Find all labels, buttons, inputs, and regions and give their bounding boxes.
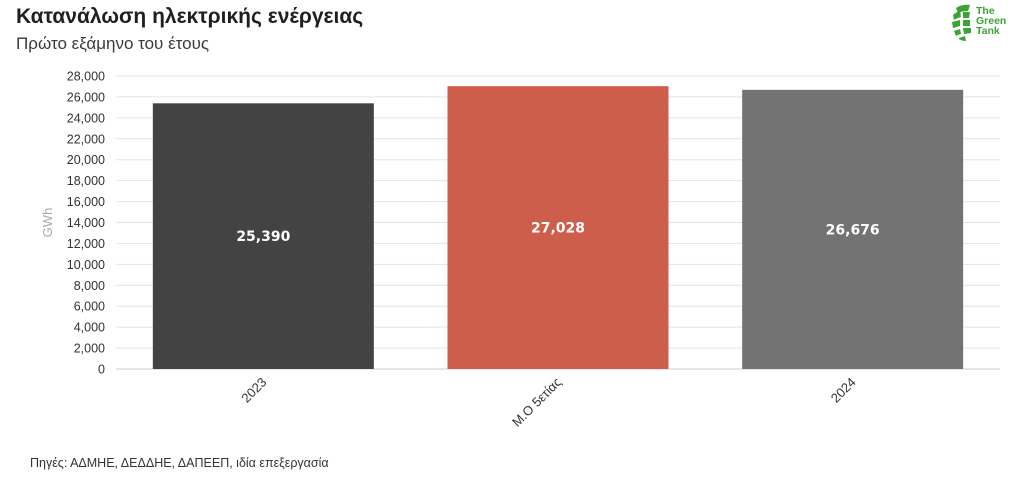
y-tick-label: 6,000 — [74, 300, 105, 314]
y-tick-label: 0 — [98, 363, 105, 377]
x-tick-label: Μ.Ο 5ετίας — [509, 375, 564, 430]
y-tick-label: 12,000 — [67, 237, 105, 251]
y-tick-label: 8,000 — [74, 279, 105, 293]
source-note: Πηγές: ΑΔΜΗΕ, ΔΕΔΔΗΕ, ΔΑΠΕΕΠ, ιδία επεξε… — [30, 456, 329, 470]
y-tick-label: 14,000 — [67, 216, 105, 230]
y-tick-label: 24,000 — [67, 111, 105, 125]
x-tick-label: 2024 — [828, 375, 859, 406]
y-tick-label: 10,000 — [67, 258, 105, 272]
y-tick-label: 22,000 — [67, 132, 105, 146]
y-tick-label: 18,000 — [67, 174, 105, 188]
bar-value-label: 27,028 — [531, 221, 585, 237]
bar-2[interactable] — [742, 89, 964, 370]
bars: 25,390 27,028 26,676 — [152, 86, 964, 370]
bar-1[interactable] — [447, 86, 669, 369]
logo-text: The Green Tank — [976, 5, 1007, 37]
bar-0[interactable] — [152, 103, 374, 370]
y-axis-label: GWh — [40, 208, 55, 238]
y-tick-label: 2,000 — [74, 342, 105, 356]
y-tick-label: 26,000 — [67, 90, 105, 104]
y-axis-ticks: 0 2,000 4,000 6,000 8,000 10,000 12,000 14,000 1… — [67, 70, 105, 377]
globe-leaf-icon — [952, 4, 971, 41]
x-tick-label: 2023 — [238, 375, 269, 406]
y-tick-label: 28,000 — [67, 70, 105, 84]
bar-value-label: 26,676 — [826, 222, 880, 238]
x-axis-ticks: 2023 Μ.Ο 5ετίας 2024 — [238, 375, 858, 430]
y-tick-label: 16,000 — [67, 195, 105, 209]
bar-value-label: 25,390 — [236, 229, 290, 245]
y-tick-label: 20,000 — [67, 153, 105, 167]
chart-subtitle: Πρώτο εξάμηνο του έτους — [16, 34, 210, 53]
y-tick-label: 4,000 — [74, 321, 105, 335]
chart-title: Κατανάλωση ηλεκτρικής ενέργειας — [16, 5, 364, 28]
